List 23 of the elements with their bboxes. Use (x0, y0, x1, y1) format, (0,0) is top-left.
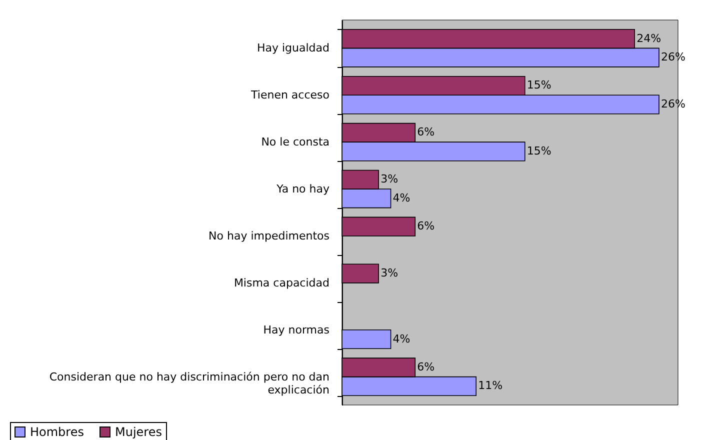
y-tick-label: No hay impedimentos (208, 229, 330, 242)
y-tick-label: Misma capacidad (234, 276, 330, 290)
y-tick-label: Hay igualdad (256, 42, 330, 55)
data-label: 3% (380, 172, 398, 186)
data-label: 15% (526, 144, 552, 158)
data-label: 26% (660, 98, 686, 111)
y-tick-label: No le consta (261, 136, 330, 149)
y-tick-label: Consideran que no hay discriminación pero no dan explicación (49, 370, 330, 396)
y-tick-label: Tienen acceso (250, 88, 330, 102)
data-label: 4% (392, 191, 410, 204)
y-tick-label: Hay normas (263, 323, 330, 336)
data-label: 24% (636, 32, 662, 45)
data-label: 6% (417, 360, 435, 374)
data-label: 4% (392, 332, 410, 346)
data-label: 6% (417, 126, 435, 139)
legend-label: Hombres (30, 425, 84, 439)
y-tick-label: Ya no hay (276, 182, 330, 196)
legend-label: Mujeres (115, 425, 162, 439)
data-label: 3% (380, 266, 398, 280)
data-label: 15% (526, 78, 552, 92)
data-label: 26% (660, 50, 686, 64)
data-label: 11% (478, 379, 503, 392)
data-label: 6% (417, 220, 435, 233)
